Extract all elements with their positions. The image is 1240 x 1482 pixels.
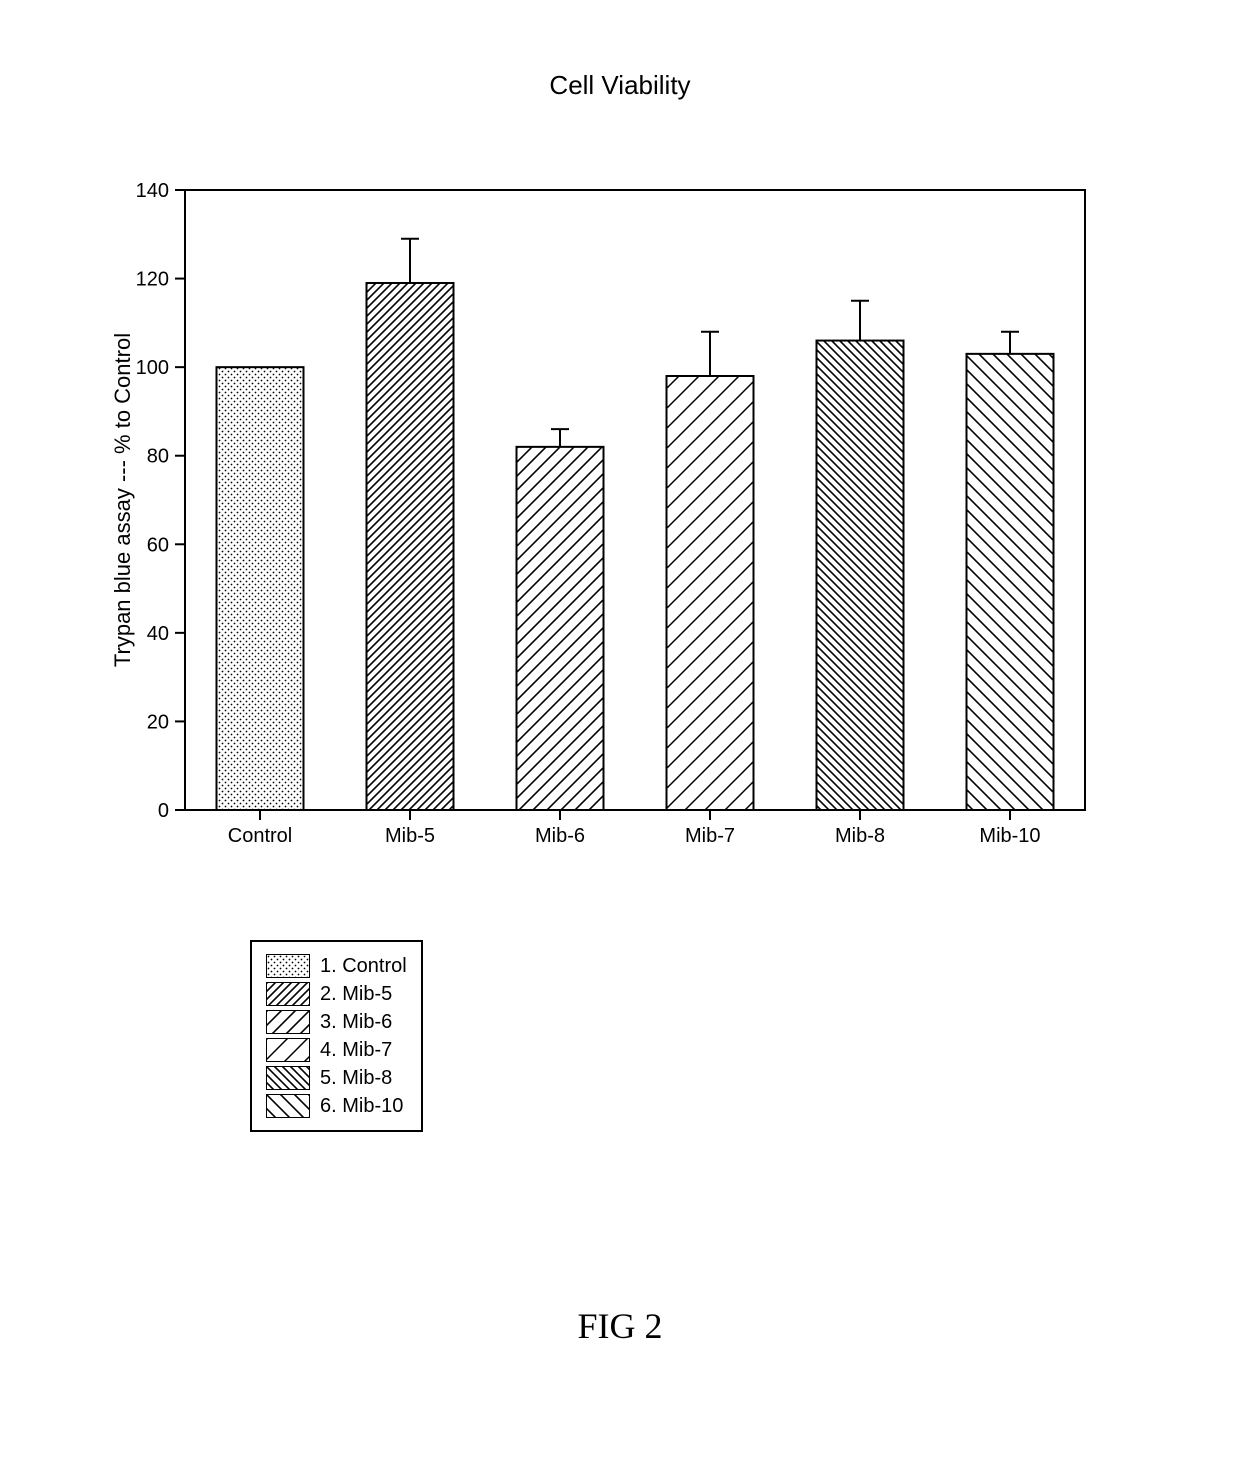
- legend-label: 5. Mib-8: [320, 1067, 392, 1090]
- svg-text:20: 20: [147, 711, 169, 733]
- svg-text:140: 140: [136, 180, 169, 202]
- chart-title: Cell Viability: [0, 70, 1240, 101]
- legend-label: 1. Control: [320, 955, 407, 978]
- x-tick-label: Mib-10: [979, 825, 1040, 847]
- legend-swatch: [266, 1038, 310, 1062]
- svg-text:100: 100: [136, 357, 169, 379]
- legend-item: 4. Mib-7: [266, 1036, 407, 1064]
- bar: [517, 447, 604, 810]
- page: Cell Viability: [0, 0, 1240, 1482]
- svg-text:40: 40: [147, 623, 169, 645]
- legend-label: 4. Mib-7: [320, 1039, 392, 1062]
- legend-item: 6. Mib-10: [266, 1092, 407, 1120]
- x-tick-label: Mib-8: [835, 825, 885, 847]
- svg-text:60: 60: [147, 534, 169, 556]
- legend-swatch: [266, 1010, 310, 1034]
- legend: 1. Control 2. Mib-5 3. Mib-6 4. Mib-7 5. Mib…: [250, 940, 423, 1132]
- legend-swatch: [266, 954, 310, 978]
- bar: [217, 367, 304, 810]
- y-axis-label: Trypan blue assay --- % to Control: [110, 190, 136, 810]
- bar: [817, 341, 904, 810]
- svg-text:80: 80: [147, 446, 169, 468]
- figure-label: FIG 2: [0, 1305, 1240, 1347]
- bar: [367, 283, 454, 810]
- legend-swatch: [266, 1066, 310, 1090]
- legend-swatch: [266, 1094, 310, 1118]
- legend-label: 3. Mib-6: [320, 1011, 392, 1034]
- x-tick-label: Mib-7: [685, 825, 735, 847]
- bar: [667, 376, 754, 810]
- bar-chart: 0 20 40 60 80 100 120 140 Control Mib-5 Mib-6 Mib-7…: [95, 100, 1175, 900]
- svg-text:120: 120: [136, 269, 169, 291]
- x-tick-label: Control: [228, 825, 292, 847]
- bar: [967, 354, 1054, 810]
- svg-text:0: 0: [158, 800, 169, 822]
- legend-item: 5. Mib-8: [266, 1064, 407, 1092]
- legend-item: 1. Control: [266, 952, 407, 980]
- legend-label: 6. Mib-10: [320, 1095, 403, 1118]
- legend-item: 2. Mib-5: [266, 980, 407, 1008]
- x-tick-label: Mib-5: [385, 825, 435, 847]
- legend-label: 2. Mib-5: [320, 983, 392, 1006]
- legend-item: 3. Mib-6: [266, 1008, 407, 1036]
- legend-swatch: [266, 982, 310, 1006]
- x-tick-label: Mib-6: [535, 825, 585, 847]
